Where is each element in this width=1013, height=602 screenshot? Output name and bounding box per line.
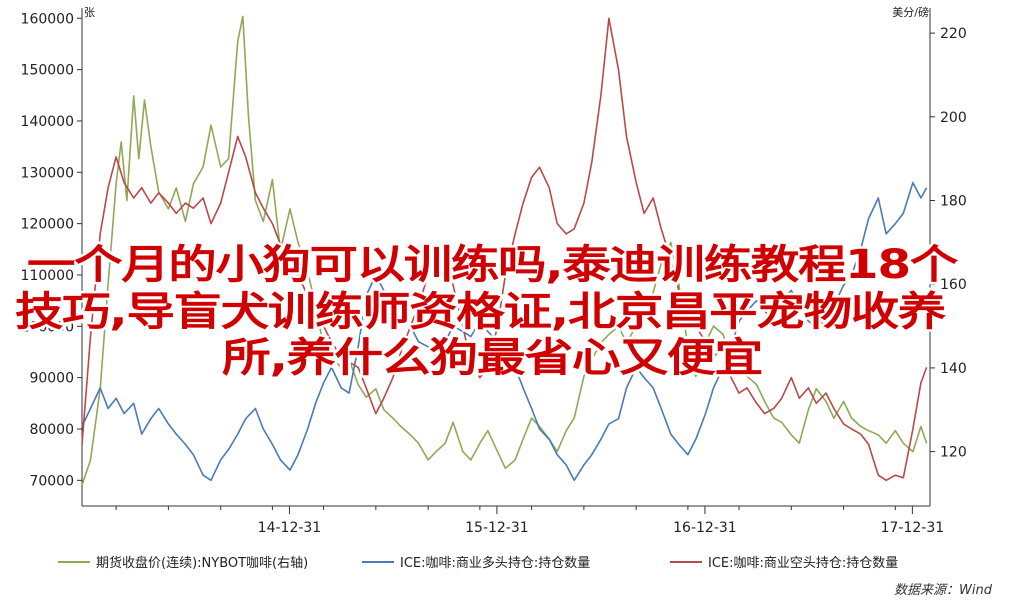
- series-line-3: [81, 17, 928, 482]
- legend-label: ICE:咖啡:商业多头持仓:持仓数量: [400, 555, 590, 571]
- right-tick-label: 200: [940, 110, 967, 126]
- series-layer: [81, 15, 928, 486]
- left-tick-label: 110000: [21, 268, 74, 284]
- left-tick-label: 140000: [21, 114, 74, 130]
- plot-frame: [81, 8, 931, 507]
- overlay-title-line-3: 所,养什么狗最省心又便宜: [222, 335, 762, 381]
- left-tick-label: 90000: [29, 371, 74, 387]
- legend-label: 期货收盘价(连续):NYBOT咖啡(右轴): [96, 555, 308, 571]
- x-tick-label: 14-12-31: [258, 520, 322, 536]
- overlay-title-line-2: 技巧,导盲犬训练师资格证,北京昌平宠物收养: [15, 289, 946, 335]
- legend-label: ICE:咖啡:商业空头持仓:持仓数量: [708, 556, 898, 571]
- series-line-2: [81, 181, 928, 482]
- right-tick-label: 120: [940, 445, 967, 461]
- x-axis: 14-12-31 15-12-31 16-12-31 17-12-31: [115, 506, 945, 536]
- source-label: 数据来源：Wind: [894, 583, 993, 598]
- legend-item-3: ICE:咖啡:商业空头持仓:持仓数量: [670, 556, 898, 571]
- left-tick-label: 150000: [21, 63, 74, 79]
- right-tick-label: 220: [940, 26, 967, 42]
- legend-item-1: 期货收盘价(连续):NYBOT咖啡(右轴): [58, 555, 308, 571]
- left-tick-label: 160000: [21, 11, 74, 27]
- right-axis: 120 140 160 180 200 220: [930, 26, 967, 461]
- overlay-title-line-1: 一个月的小狗可以训练吗,泰迪训练教程18个: [27, 242, 958, 288]
- x-tick-label: 15-12-31: [465, 520, 529, 536]
- legend: 期货收盘价(连续):NYBOT咖啡(右轴) ICE:咖啡:商业多头持仓:持仓数量 I…: [58, 555, 898, 571]
- x-tick-label: 17-12-31: [881, 520, 945, 536]
- left-axis-unit: 张: [84, 6, 95, 19]
- right-axis-unit: 美分/磅: [892, 5, 929, 19]
- left-tick-label: 120000: [21, 217, 74, 233]
- left-tick-label: 80000: [29, 422, 74, 438]
- right-tick-label: 160: [940, 277, 967, 293]
- right-tick-label: 140: [940, 361, 967, 377]
- left-tick-label: 100000: [21, 319, 74, 335]
- left-tick-label: 70000: [29, 473, 74, 489]
- x-tick-label: 16-12-31: [673, 520, 737, 536]
- right-tick-label: 180: [940, 194, 967, 210]
- legend-item-2: ICE:咖啡:商业多头持仓:持仓数量: [362, 555, 590, 571]
- left-axis: 70000 80000 90000 100000 110000 120000 130000 1…: [21, 11, 82, 489]
- series-line-1: [81, 15, 928, 486]
- left-tick-label: 130000: [21, 165, 74, 181]
- overlay-title: 一个月的小狗可以训练吗,泰迪训练教程18个 技巧,导盲犬训练师资格证,北京昌平宠…: [13, 240, 962, 384]
